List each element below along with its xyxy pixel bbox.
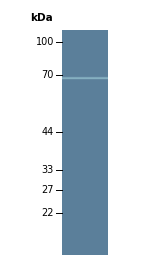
Text: 33: 33 bbox=[42, 165, 54, 175]
Text: 100: 100 bbox=[36, 37, 54, 47]
Text: 70: 70 bbox=[42, 70, 54, 80]
Bar bbox=[62, 30, 108, 255]
Text: 27: 27 bbox=[42, 185, 54, 195]
Text: kDa: kDa bbox=[30, 13, 53, 23]
Text: 22: 22 bbox=[42, 208, 54, 218]
Text: 44: 44 bbox=[42, 127, 54, 137]
